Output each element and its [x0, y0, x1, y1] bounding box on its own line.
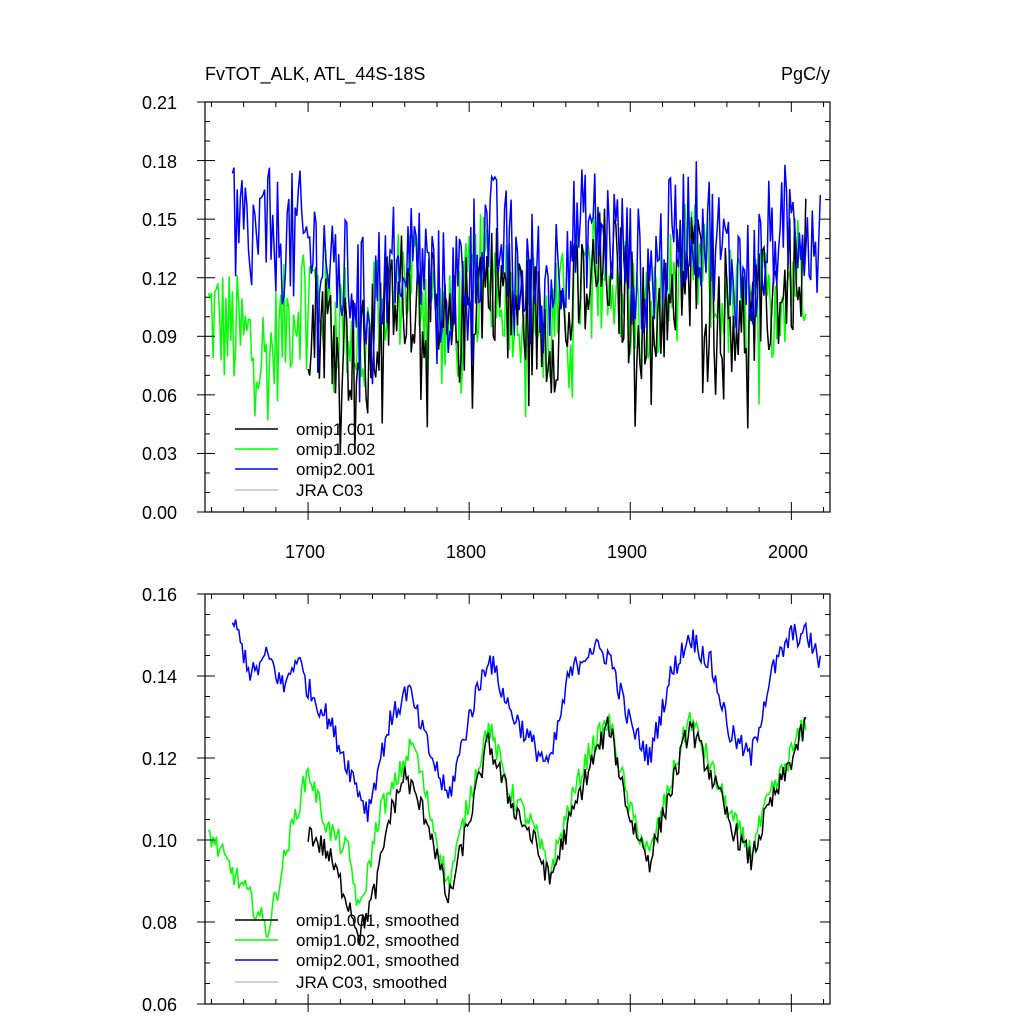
- top-xtick-label: 1900: [607, 542, 647, 562]
- bottom-legend: omip1.001, smoothed omip1.002, smoothed …: [235, 911, 460, 992]
- bottom-ytick-label: 0.16: [142, 585, 177, 605]
- legend-label: omip2.001, smoothed: [296, 951, 460, 970]
- bottom-panel: 0.06 0.08 0.10 0.12 0.14 0.16 omip1.001,…: [142, 585, 831, 1015]
- top-series-line-omip2-001: [231, 161, 822, 403]
- top-units: PgC/y: [781, 64, 830, 84]
- top-ytick-label: 0.03: [142, 444, 177, 464]
- legend-label: omip1.001, smoothed: [296, 911, 460, 930]
- legend-label: omip1.002, smoothed: [296, 931, 460, 950]
- legend-label: JRA C03: [296, 481, 363, 500]
- top-series-line-omip1-001: [307, 198, 807, 454]
- bottom-ytick-label: 0.08: [142, 913, 177, 933]
- top-ytick-label: 0.09: [142, 327, 177, 347]
- legend-label: omip2.001: [296, 460, 375, 479]
- top-ytick-label: 0.06: [142, 386, 177, 406]
- bottom-series-line-omip1-001-smoothed: [307, 716, 807, 945]
- bottom-tick-group: [197, 593, 830, 1012]
- bottom-ytick-label: 0.12: [142, 749, 177, 769]
- top-xtick-label: 1700: [285, 542, 325, 562]
- top-tick-group: [197, 101, 830, 520]
- top-ytick-label: 0.00: [142, 503, 177, 523]
- top-panel: FvTOT_ALK, ATL_44S-18S PgC/y 0.00 0.03 0…: [142, 64, 831, 562]
- bottom-series-group: [207, 619, 822, 945]
- top-ytick-label: 0.18: [142, 152, 177, 172]
- legend-label: JRA C03, smoothed: [296, 973, 447, 992]
- bottom-ytick-label: 0.06: [142, 995, 177, 1015]
- top-xtick-label: 1800: [446, 542, 486, 562]
- top-ytick-label: 0.12: [142, 269, 177, 289]
- bottom-series-line-omip2-001-smoothed: [231, 619, 822, 823]
- bottom-ytick-label: 0.10: [142, 831, 177, 851]
- top-xtick-label: 2000: [768, 542, 808, 562]
- top-series-group: [207, 161, 822, 454]
- top-ytick-label: 0.15: [142, 210, 177, 230]
- top-ytick-label: 0.21: [142, 93, 177, 113]
- top-legend: omip1.001 omip1.002 omip2.001 JRA C03: [235, 420, 375, 500]
- legend-label: omip1.002: [296, 440, 375, 459]
- top-plot-frame: [204, 101, 831, 513]
- bottom-series-line-omip1-002-smoothed: [207, 712, 807, 938]
- bottom-ytick-label: 0.14: [142, 667, 177, 687]
- legend-label: omip1.001: [296, 420, 375, 439]
- top-title: FvTOT_ALK, ATL_44S-18S: [205, 64, 425, 85]
